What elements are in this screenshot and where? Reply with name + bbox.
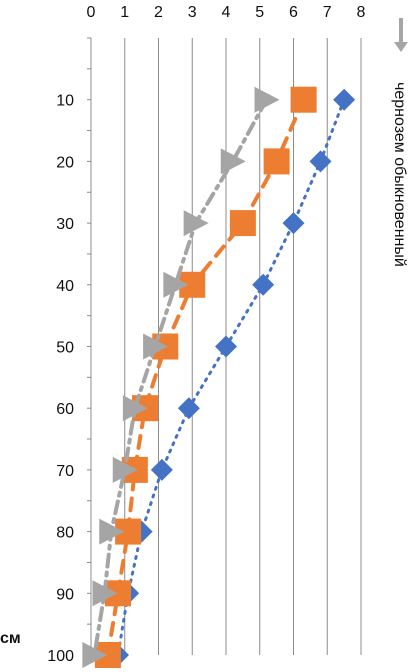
series-3-point-4 (163, 271, 189, 298)
series-3-point-7 (112, 456, 138, 483)
y-tick-label-100: 100 (47, 648, 74, 665)
series-3-point-8 (99, 518, 125, 545)
series-3-point-9 (92, 580, 118, 607)
y-tick-label-10: 10 (56, 93, 74, 110)
series-3 (82, 86, 280, 668)
y-tick-label-50: 50 (56, 340, 74, 357)
legend-marker (394, 42, 408, 52)
y-tick-label-20: 20 (56, 154, 74, 171)
series-1-line (116, 98, 346, 657)
series-2-point-2 (263, 148, 290, 175)
series-1-point-4 (252, 273, 275, 296)
series-2-point-3 (229, 210, 256, 237)
series-1-point-1 (333, 88, 356, 111)
y-tick-label-30: 30 (56, 216, 74, 233)
legend: чернозем обыкновенный (391, 18, 408, 267)
y-tick-label-70: 70 (56, 463, 74, 480)
series-2-line (105, 97, 306, 657)
series-3-point-2 (220, 148, 246, 175)
series-1-point-2 (309, 150, 332, 173)
x-tick-label-7: 7 (323, 4, 332, 21)
x-tick-label-5: 5 (255, 4, 264, 21)
x-tick-label-6: 6 (289, 4, 298, 21)
y-axis-unit-label: см (0, 630, 21, 647)
series-2 (94, 86, 317, 668)
series-3-point-6 (122, 395, 148, 422)
x-tick-label-4: 4 (222, 4, 231, 21)
series-3-point-10 (82, 642, 108, 668)
x-tick-label-8: 8 (357, 4, 366, 21)
series-3-line (92, 97, 269, 657)
x-tick-label-2: 2 (154, 4, 163, 21)
series-1-point-6 (177, 397, 200, 420)
series-3-point-1 (254, 86, 280, 113)
x-tick-label-1: 1 (120, 4, 129, 21)
series-3-point-5 (143, 333, 169, 360)
series-1-point-7 (150, 458, 173, 481)
y-tick-label-60: 60 (56, 401, 74, 418)
series-2-point-1 (290, 86, 317, 113)
x-axis-ticks: 0 1 2 3 4 5 6 7 8 (87, 4, 366, 21)
y-tick-label-80: 80 (56, 525, 74, 542)
x-tick-label-3: 3 (188, 4, 197, 21)
series-layer (82, 86, 356, 668)
x-tick-label-0: 0 (87, 4, 96, 21)
y-tick-label-40: 40 (56, 278, 74, 295)
series-1-point-5 (215, 335, 237, 358)
legend-label: чернозем обыкновенный (391, 82, 408, 267)
y-axis-ticks: 10 20 30 40 50 60 70 80 90 100 (47, 37, 92, 665)
y-tick-label-90: 90 (56, 586, 74, 603)
series-3-point-3 (183, 210, 209, 237)
series-1-point-3 (282, 212, 305, 235)
